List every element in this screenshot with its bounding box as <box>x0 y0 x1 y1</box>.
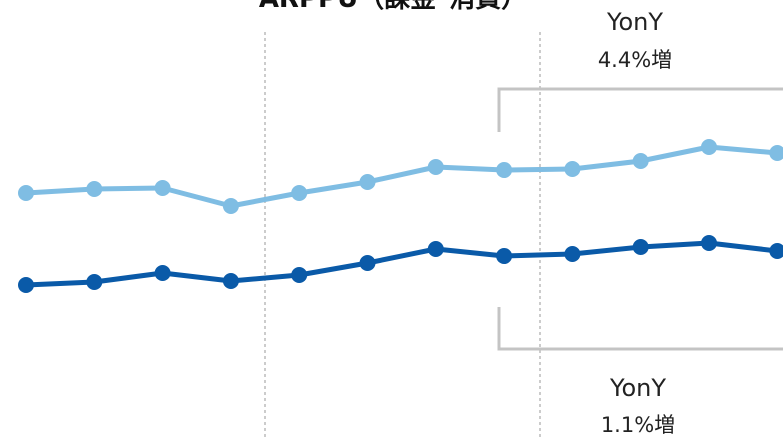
series-layer <box>18 139 783 293</box>
bracket-bottom <box>497 307 783 351</box>
series-2-point-9 <box>564 246 581 262</box>
series-1-point-2 <box>86 181 103 197</box>
series-1-point-11 <box>701 139 717 155</box>
series-1-point-1 <box>18 185 34 201</box>
chart-title: ARPPU（課金･消費） <box>259 0 527 14</box>
series-1-point-8 <box>496 162 513 178</box>
series-1-point-10 <box>632 153 649 169</box>
series-2-point-7 <box>427 241 444 257</box>
series-1-point-9 <box>564 161 581 177</box>
series-2-point-1 <box>18 277 34 293</box>
series-1-point-5 <box>291 185 308 201</box>
series-2-point-3 <box>154 265 171 281</box>
bracket-top <box>497 87 783 132</box>
annotation-bottom-line1: YonY <box>609 374 666 402</box>
series-2-point-4 <box>222 273 239 289</box>
series-1-point-3 <box>154 180 171 196</box>
series-2-line <box>25 240 778 288</box>
series-1-point-6 <box>359 174 376 190</box>
series-2-point-8 <box>496 248 513 264</box>
series-1-point-4 <box>222 198 239 214</box>
series-1-line <box>25 144 778 209</box>
series-2-point-5 <box>291 267 308 283</box>
series-2-point-11 <box>701 235 717 251</box>
annotation-bottom-line2: 1.1%増 <box>601 413 675 437</box>
series-2-point-10 <box>632 239 649 255</box>
series-2-point-6 <box>359 255 376 271</box>
annotation-top-line2: 4.4%増 <box>598 48 672 72</box>
annotation-top-line1: YonY <box>606 8 663 36</box>
series-1-point-12 <box>769 145 783 161</box>
series-2-point-12 <box>769 243 783 259</box>
series-2-point-2 <box>86 274 103 290</box>
series-1-point-7 <box>427 159 444 175</box>
